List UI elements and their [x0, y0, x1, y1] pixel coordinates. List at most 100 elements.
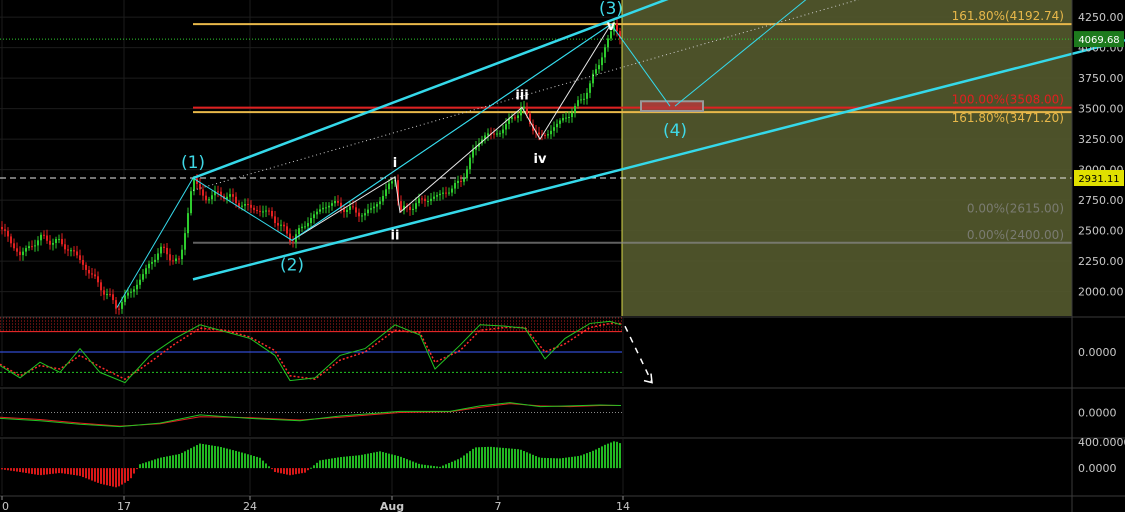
candle-body	[19, 251, 21, 256]
candle-body	[370, 208, 372, 210]
candle-body	[169, 254, 171, 261]
histogram-bar	[142, 463, 144, 469]
candle-body	[607, 38, 609, 48]
x-tick-label: 24	[243, 500, 257, 512]
candle-body	[82, 259, 84, 265]
histogram-bar	[493, 447, 495, 469]
candle-body	[520, 107, 522, 116]
candle-body	[205, 195, 207, 201]
histogram-bar	[7, 468, 9, 471]
histogram-bar	[166, 456, 168, 469]
candle-body	[442, 192, 444, 194]
hist-tick-label: 400.0000	[1078, 436, 1125, 449]
candle-body	[34, 245, 36, 247]
histogram-bar	[586, 453, 588, 469]
histogram-bar	[307, 468, 309, 471]
candle-body	[13, 243, 15, 249]
candle-body	[160, 246, 162, 254]
candle-body	[166, 247, 168, 255]
histogram-bar	[13, 468, 15, 472]
candle-body	[361, 215, 363, 217]
candle-body	[469, 157, 471, 170]
candle-body	[97, 276, 99, 283]
x-tick-label: 14	[616, 500, 630, 512]
stoch-k-line	[0, 320, 622, 384]
histogram-bar	[277, 468, 279, 473]
candle-body	[385, 189, 387, 196]
histogram-bar	[601, 446, 603, 469]
candle-body	[136, 284, 138, 290]
candle-body	[247, 204, 249, 206]
candle-body	[283, 224, 285, 227]
histogram-bar	[436, 466, 438, 469]
y-tick-label: 3250.00	[1078, 133, 1124, 146]
histogram-bar	[256, 456, 258, 469]
histogram-bar	[535, 456, 537, 469]
candle-body	[49, 240, 51, 245]
candle-body	[103, 290, 105, 295]
histogram-bar	[253, 456, 255, 469]
candle-body	[430, 198, 432, 202]
candle-body	[118, 308, 120, 310]
histogram-bar	[292, 468, 294, 475]
candle-body	[184, 233, 186, 250]
channel-line-mid-dotted	[192, 0, 860, 191]
forecast-arrow-line	[624, 325, 653, 383]
histogram-bar	[55, 468, 57, 474]
histogram-bar	[211, 445, 213, 469]
histogram-bar	[163, 456, 165, 469]
candle-body	[583, 98, 585, 100]
candle-body	[133, 289, 135, 292]
candle-body	[37, 240, 39, 246]
sub-wave-label: iv	[534, 152, 547, 167]
histogram-bar	[160, 457, 162, 469]
histogram-bar	[472, 448, 474, 469]
level-tag-label: 2931.11	[1078, 174, 1119, 185]
x-tick-label: 0	[2, 500, 9, 512]
histogram-bar	[550, 458, 552, 469]
candle-body	[214, 191, 216, 196]
histogram-bar	[421, 464, 423, 469]
candle-body	[208, 199, 210, 201]
candle-body	[199, 183, 201, 190]
histogram-bar	[403, 458, 405, 469]
fib-level-label: 161.80%(3471.20)	[952, 111, 1064, 125]
histogram-bar	[130, 468, 132, 479]
histogram-bar	[1, 468, 3, 470]
histogram-bar	[313, 465, 315, 469]
histogram-bar	[184, 451, 186, 469]
histogram-bar	[589, 451, 591, 469]
candle-body	[601, 57, 603, 66]
histogram-bar	[478, 447, 480, 469]
candle-body	[577, 100, 579, 106]
histogram-bar	[217, 446, 219, 469]
histogram-bar	[424, 464, 426, 469]
histogram-bar	[406, 459, 408, 469]
candle-body	[241, 205, 243, 207]
candle-body	[568, 116, 570, 118]
price-level-lines	[0, 38, 1072, 179]
candle-body	[304, 226, 306, 228]
histogram-bar	[64, 468, 66, 474]
candle-body	[85, 264, 87, 270]
candle-body	[190, 191, 192, 214]
candle-body	[388, 183, 390, 190]
histogram-bar	[118, 468, 120, 487]
histogram-bar	[94, 468, 96, 482]
histogram-bar	[97, 468, 99, 483]
candle-body	[301, 226, 303, 229]
histogram-bar	[388, 453, 390, 469]
candle-body	[415, 203, 417, 209]
histogram-bar	[25, 468, 27, 473]
histogram-bar	[532, 454, 534, 469]
trend-drawings	[116, 0, 1125, 308]
candle-body	[127, 292, 129, 296]
channel-line-upper	[192, 0, 669, 180]
histogram-bar	[226, 448, 228, 469]
histogram-bar	[61, 468, 63, 474]
histogram-bar	[172, 455, 174, 469]
candle-body	[439, 193, 441, 196]
candle-body	[487, 133, 489, 136]
histogram-bar	[580, 455, 582, 469]
